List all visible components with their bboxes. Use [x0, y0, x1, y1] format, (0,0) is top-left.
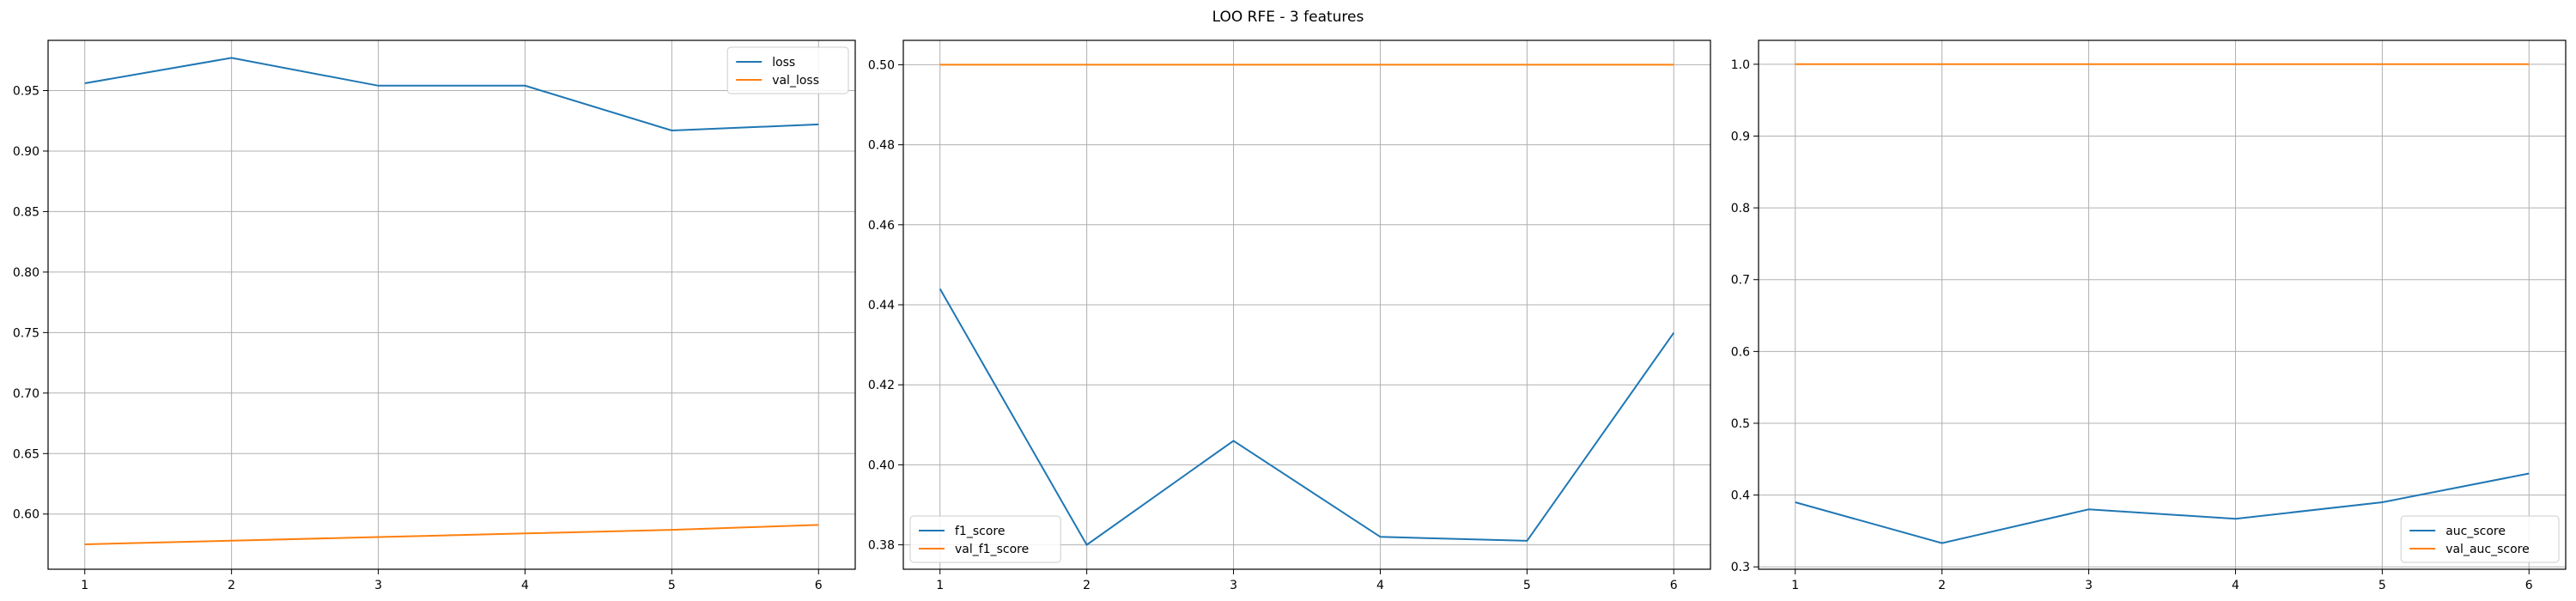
x-tick-label: 2: [228, 579, 235, 592]
x-tick-label: 4: [2232, 579, 2239, 592]
legend: loss val_loss: [726, 46, 849, 94]
y-tick-label: 0.50: [868, 58, 895, 72]
legend-box: [2400, 515, 2560, 563]
series-line-loss: [84, 57, 819, 132]
plot-frame: [1758, 39, 2567, 570]
legend: auc_score val_auc_score: [2400, 515, 2560, 563]
chart-panel-3: 1 2 3 4 5 6 0.3 0.4 0.5 0.6 0.7 0.8 0.9 1.0 auc_scorev…: [1731, 39, 2567, 592]
legend-label-auc_score: auc_score: [2445, 525, 2506, 538]
y-tick-label: 0.46: [868, 219, 895, 233]
y-tick-label: 0.75: [13, 326, 39, 340]
x-tick-label: 6: [1670, 579, 1678, 592]
legend: f1_score val_f1_score: [909, 515, 1061, 563]
legend-label-f1_score: f1_score: [955, 525, 1005, 538]
x-tick-label: 2: [1938, 579, 1946, 592]
x-tick-label: 5: [668, 579, 676, 592]
series-line-f1_score: [939, 288, 1675, 547]
y-tick-label: 0.85: [13, 205, 39, 219]
x-tick-label: 3: [2085, 579, 2093, 592]
x-tick-label: 4: [1376, 579, 1384, 592]
legend-label-val_loss: val_loss: [772, 74, 819, 88]
chart-panel-2: 1 2 3 4 5 6 0.38 0.40 0.42 0.44 0.46 0.48 0.50 f1_sco…: [868, 39, 1711, 592]
y-tick-label: 0.60: [13, 508, 39, 522]
x-tick-label: 5: [2379, 579, 2386, 592]
series-line-auc_score: [1795, 472, 2530, 544]
y-tick-label: 0.95: [13, 84, 39, 98]
x-tick-label: 1: [936, 579, 944, 592]
series-line-val_loss: [84, 524, 819, 545]
plot-frame: [47, 39, 856, 570]
legend-label-val_f1_score: val_f1_score: [955, 543, 1029, 556]
y-tick-label: 0.4: [1731, 489, 1750, 503]
legend-label-val_auc_score: val_auc_score: [2445, 543, 2530, 556]
y-tick-label: 0.8: [1731, 202, 1750, 216]
y-tick-label: 0.70: [13, 387, 39, 401]
x-tick-label: 6: [815, 579, 823, 592]
y-tick-label: 0.90: [13, 145, 39, 159]
y-tick-label: 0.5: [1731, 417, 1750, 431]
x-tick-label: 5: [1523, 579, 1531, 592]
y-tick-label: 1.0: [1731, 58, 1750, 72]
legend-label-loss: loss: [772, 56, 795, 70]
y-tick-label: 0.40: [868, 458, 895, 472]
y-tick-label: 0.44: [868, 299, 895, 313]
legend-box: [909, 515, 1061, 563]
x-tick-label: 6: [2525, 579, 2533, 592]
y-tick-label: 0.7: [1731, 274, 1750, 288]
y-tick-label: 0.38: [868, 539, 895, 553]
x-tick-label: 4: [521, 579, 529, 592]
y-tick-label: 0.42: [868, 379, 895, 392]
x-tick-label: 1: [1791, 579, 1799, 592]
chart-panel-1: 1 2 3 4 5 6 0.60 0.65 0.70 0.75 0.80 0.85 0.90 0.95 lo…: [13, 39, 856, 592]
x-tick-label: 3: [1230, 579, 1237, 592]
x-tick-label: 1: [81, 579, 88, 592]
y-tick-label: 0.3: [1731, 561, 1750, 574]
y-tick-label: 0.9: [1731, 130, 1750, 143]
y-tick-label: 0.6: [1731, 345, 1750, 359]
plot-frame: [902, 39, 1711, 570]
x-tick-label: 2: [1083, 579, 1091, 592]
y-tick-label: 0.48: [868, 139, 895, 153]
x-tick-label: 3: [374, 579, 382, 592]
y-tick-label: 0.65: [13, 447, 39, 461]
y-tick-label: 0.80: [13, 266, 39, 280]
figure-title: LOO RFE - 3 features: [1212, 9, 1364, 26]
legend-box: [726, 46, 849, 94]
